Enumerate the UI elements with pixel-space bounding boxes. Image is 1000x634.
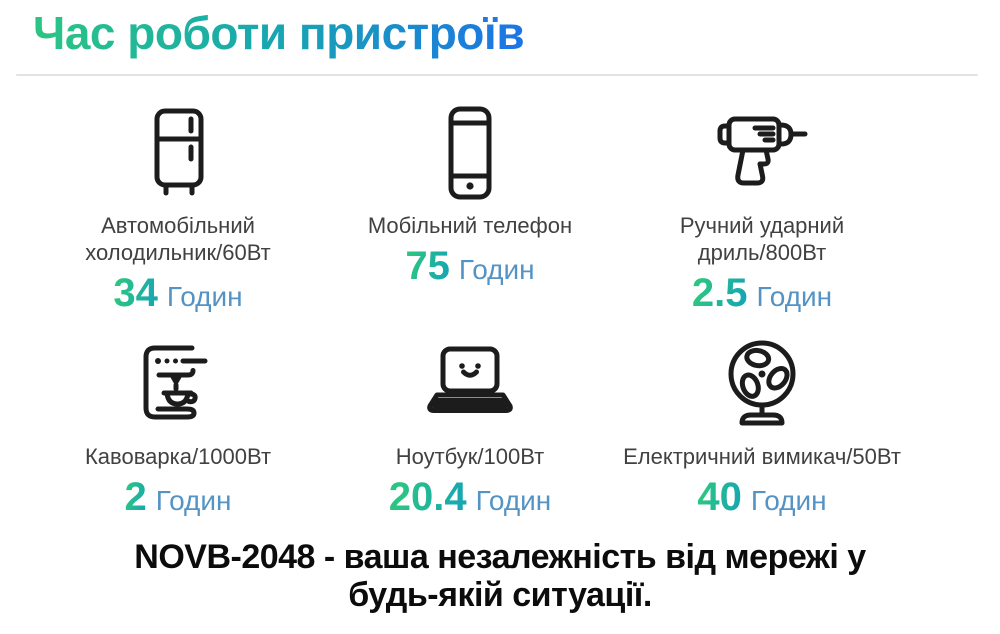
page-title: Час роботи пристроїв [33,7,525,59]
hours-unit: Годин [750,485,827,516]
smartphone-icon [418,106,522,202]
device-card-drill: Ручний ударний дриль/800Вт 2.5 Годин [616,106,908,316]
device-label: Ручний ударний дриль/800Вт [679,213,845,265]
fridge-icon [126,106,230,202]
device-label: Кавоварка/1000Вт [84,444,272,469]
device-value: 2 Годин [125,474,232,520]
device-grid: Автомобільний холодильник/60Вт 34 Годин … [32,106,908,520]
device-card-laptop: Ноутбук/100Вт 20.4 Годин [324,337,616,520]
fan-icon [710,337,814,433]
device-card-smartphone: Мобільний телефон 75 Годин [324,106,616,316]
device-label: Ноутбук/100Вт [395,444,545,469]
title-divider [16,74,978,76]
hours-unit: Годин [756,281,833,312]
device-card-fridge: Автомобільний холодильник/60Вт 34 Годин [32,106,324,316]
device-card-fan: Електричний вимикач/50Вт 40 Годин [616,337,908,520]
hours-unit: Годин [166,281,243,312]
device-card-coffee-machine: Кавоварка/1000Вт 2 Годин [32,337,324,520]
hours-unit: Годин [458,254,535,285]
hours-number: 75 [405,244,450,288]
hours-number: 34 [113,271,158,315]
device-value: 34 Годин [113,270,242,316]
hours-unit: Годин [475,485,552,516]
laptop-icon [418,337,522,433]
hours-number: 2.5 [691,271,748,315]
coffee-machine-icon [126,337,230,433]
hours-number: 20.4 [388,475,467,519]
footer-line-1: NOVB-2048 - ваша незалежність від мережі… [134,538,866,576]
device-value: 20.4 Годин [389,474,552,520]
hours-number: 2 [124,475,147,519]
footer-tagline: NOVB-2048 - ваша незалежність від мережі… [0,538,1000,614]
drill-icon [710,106,814,202]
device-label: Автомобільний холодильник/60Вт [85,213,271,265]
device-label: Електричний вимикач/50Вт [623,444,901,469]
footer-line-2: будь-якій ситуації. [348,576,652,614]
device-value: 2.5 Годин [692,270,832,316]
hours-unit: Годин [155,485,232,516]
hours-number: 40 [697,475,742,519]
device-label: Мобільний телефон [367,213,573,238]
device-value: 40 Годин [697,474,826,520]
device-value: 75 Годин [405,243,534,289]
